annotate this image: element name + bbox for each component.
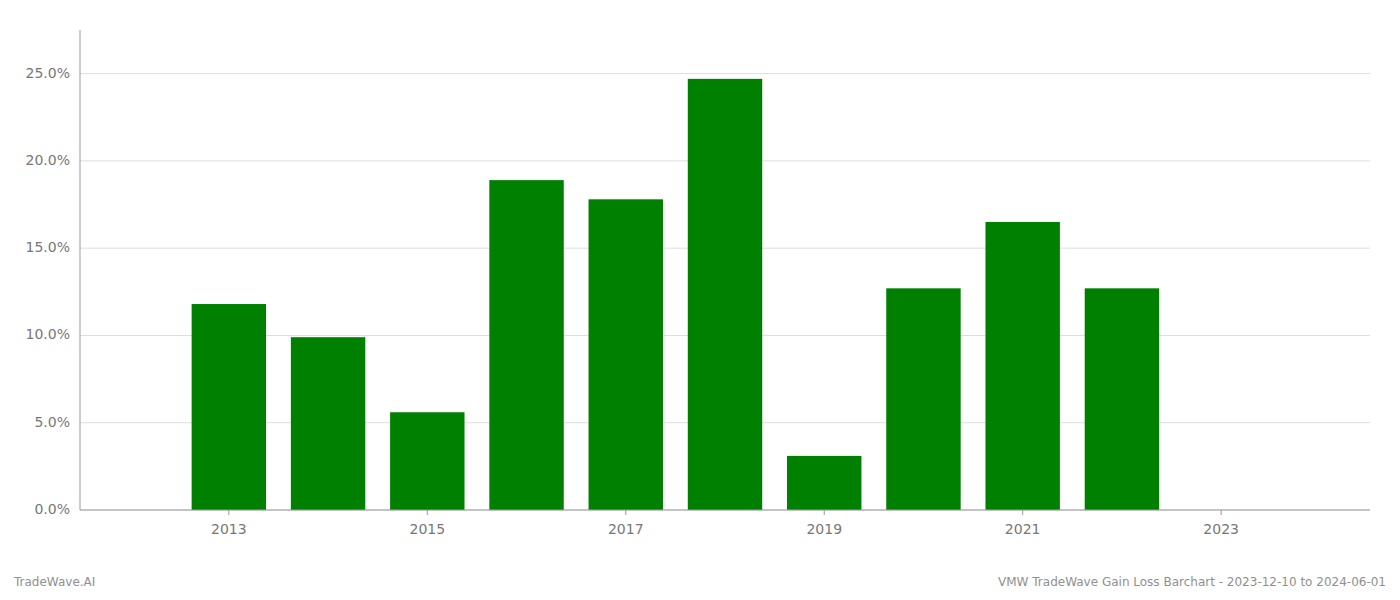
x-axis-line bbox=[80, 510, 1370, 511]
bar bbox=[390, 412, 464, 510]
y-tick-label: 5.0% bbox=[34, 414, 70, 430]
x-tick bbox=[1221, 510, 1222, 515]
y-tick-label: 20.0% bbox=[26, 152, 70, 168]
page: {"chart_data": {"type": "bar", "x": [201… bbox=[0, 0, 1400, 600]
bar bbox=[688, 79, 762, 510]
y-axis-line bbox=[80, 30, 81, 510]
x-tick-label: 2019 bbox=[806, 521, 842, 537]
footer-text: TradeWave.AI bbox=[13, 575, 95, 589]
x-tick-label: 2021 bbox=[1005, 521, 1041, 537]
bar bbox=[291, 337, 365, 510]
y-tick-label: 0.0% bbox=[34, 501, 70, 517]
x-tick-label: 2015 bbox=[409, 521, 445, 537]
x-tick-label: 2017 bbox=[608, 521, 644, 537]
grid-line bbox=[80, 510, 1370, 511]
bars bbox=[192, 79, 1160, 510]
x-tick-label: 2023 bbox=[1203, 521, 1239, 537]
x-tick bbox=[625, 510, 626, 515]
x-tick bbox=[824, 510, 825, 515]
chart: 0.0% 5.0% 10.0% 15.0% 20.0% 25.0% 2013 2015 2017… bbox=[0, 0, 1400, 600]
grid-line bbox=[80, 73, 1370, 74]
bar bbox=[985, 222, 1059, 510]
x-tick-label: 2013 bbox=[211, 521, 247, 537]
y-tick-label: 25.0% bbox=[26, 65, 70, 81]
footer-text: VMW TradeWave Gain Loss Barchart - 2023-… bbox=[998, 575, 1386, 589]
bar bbox=[589, 199, 663, 510]
bar bbox=[886, 288, 960, 510]
y-tick-label: 10.0% bbox=[26, 326, 70, 342]
x-tick bbox=[228, 510, 229, 515]
bar bbox=[787, 456, 861, 510]
grid bbox=[80, 74, 1370, 510]
x-tick bbox=[1022, 510, 1023, 515]
bar bbox=[1085, 288, 1159, 510]
x-tick bbox=[427, 510, 428, 515]
bar bbox=[192, 304, 266, 510]
bar bbox=[489, 180, 563, 510]
y-tick-label: 15.0% bbox=[26, 239, 70, 255]
